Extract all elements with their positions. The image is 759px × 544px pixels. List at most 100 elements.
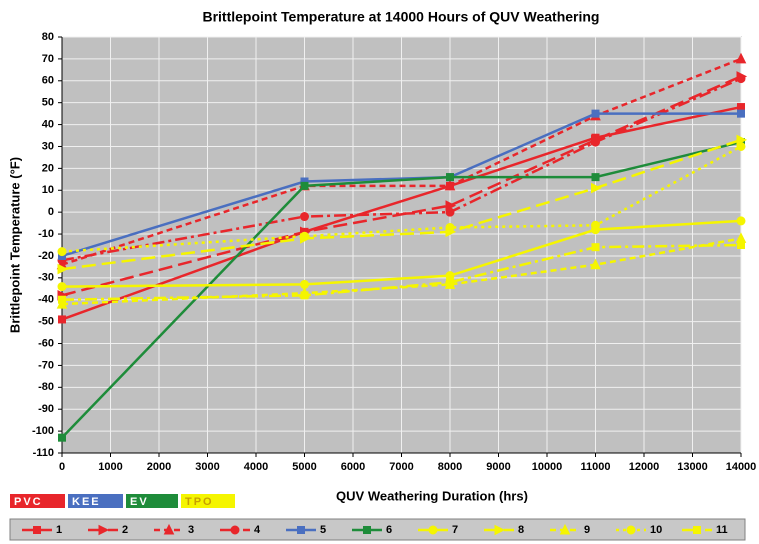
- x-tick-label: 4000: [244, 461, 268, 473]
- x-tick-label: 12000: [629, 461, 660, 473]
- marker: [736, 74, 746, 84]
- y-tick-label: -50: [38, 316, 54, 328]
- y-tick-label: 80: [42, 31, 54, 43]
- group-label: EV: [130, 496, 149, 508]
- marker: [297, 526, 305, 534]
- y-tick-label: -80: [38, 381, 54, 393]
- legend-label: 7: [452, 524, 458, 536]
- marker: [300, 291, 309, 300]
- marker: [444, 179, 456, 191]
- marker: [33, 526, 41, 534]
- marker: [494, 524, 506, 536]
- group-swatch: [68, 494, 123, 508]
- y-tick-label: 50: [42, 97, 54, 109]
- group-label: TPO: [185, 496, 214, 508]
- x-axis-label: QUV Weathering Duration (hrs): [336, 488, 528, 503]
- legend-label: 1: [56, 524, 62, 536]
- marker: [737, 103, 745, 112]
- marker: [735, 52, 747, 64]
- y-tick-label: -20: [38, 250, 54, 262]
- legend-label: 11: [716, 524, 728, 536]
- legend-label: 2: [122, 524, 128, 536]
- y-tick-label: 0: [48, 206, 54, 218]
- marker: [363, 526, 371, 534]
- group-swatch: [181, 494, 235, 508]
- x-tick-label: 3000: [195, 461, 219, 473]
- marker: [446, 278, 454, 287]
- y-tick-label: 30: [42, 140, 54, 152]
- series-line: [61, 145, 742, 253]
- y-tick-label: 70: [42, 53, 54, 65]
- y-tick-label: -40: [38, 294, 54, 306]
- marker: [559, 523, 571, 535]
- legend-label: 9: [584, 524, 590, 536]
- group-swatch: [126, 494, 178, 508]
- marker: [58, 433, 66, 442]
- y-tick-label: 60: [42, 75, 54, 87]
- group-swatch: [10, 494, 65, 508]
- marker: [736, 216, 746, 226]
- marker: [590, 258, 601, 270]
- x-tick-label: 0: [59, 461, 65, 473]
- marker: [591, 182, 602, 194]
- marker: [57, 247, 67, 257]
- y-tick-label: 10: [42, 184, 54, 196]
- marker: [300, 181, 309, 190]
- marker: [57, 282, 67, 292]
- y-tick-label: -90: [38, 403, 54, 415]
- series-line: [61, 243, 742, 301]
- legend-label: 8: [518, 524, 524, 536]
- marker: [57, 263, 69, 275]
- legend-label: 10: [650, 524, 662, 536]
- x-tick-label: 11000: [581, 461, 611, 473]
- marker: [591, 243, 600, 252]
- legend-label: 5: [320, 524, 326, 536]
- legend-label: 6: [386, 524, 392, 536]
- marker: [230, 525, 240, 535]
- y-axis-label: Brittlepoint Temperature (°F): [7, 157, 22, 333]
- y-tick-label: -70: [38, 359, 54, 371]
- chart-title: Brittlepoint Temperature at 14000 Hours …: [202, 9, 599, 25]
- marker: [591, 220, 600, 230]
- marker: [693, 526, 701, 534]
- series-line: [61, 75, 742, 297]
- x-tick-label: 13000: [677, 461, 708, 473]
- x-tick-label: 6000: [341, 461, 365, 473]
- x-tick-label: 8000: [438, 461, 462, 473]
- x-tick-label: 7000: [389, 461, 413, 473]
- x-tick-label: 10000: [532, 461, 563, 473]
- marker: [58, 295, 66, 304]
- x-tick-label: 5000: [292, 461, 316, 473]
- marker: [300, 231, 309, 241]
- y-tick-label: -30: [38, 272, 54, 284]
- y-tick-label: 40: [42, 118, 54, 130]
- marker: [428, 525, 438, 535]
- x-tick-label: 9000: [486, 461, 510, 473]
- marker: [737, 241, 745, 249]
- marker: [737, 109, 745, 118]
- marker: [591, 109, 600, 118]
- marker: [591, 173, 600, 182]
- y-tick-label: -10: [38, 228, 54, 240]
- marker: [736, 141, 746, 151]
- y-tick-label: -110: [33, 447, 54, 459]
- marker: [445, 207, 455, 217]
- marker: [163, 523, 175, 535]
- marker: [300, 212, 309, 222]
- marker: [58, 315, 66, 324]
- marker: [446, 173, 454, 182]
- marker: [626, 525, 636, 535]
- group-label: KEE: [72, 496, 101, 508]
- x-tick-label: 14000: [726, 461, 757, 473]
- group-label: PVC: [14, 496, 43, 508]
- x-tick-label: 2000: [147, 461, 171, 473]
- marker: [445, 222, 455, 232]
- x-tick-label: 1000: [98, 461, 122, 473]
- y-tick-label: 20: [42, 162, 54, 174]
- legend-label: 3: [188, 524, 194, 536]
- marker: [98, 524, 110, 536]
- y-tick-label: -100: [32, 425, 54, 437]
- marker: [591, 137, 600, 147]
